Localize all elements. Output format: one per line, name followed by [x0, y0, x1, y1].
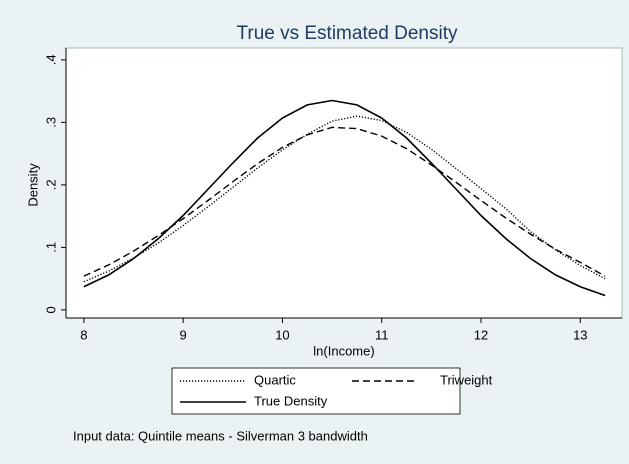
note: Input data: Quintile means - Silverman 3… — [73, 428, 368, 443]
y-tick-label: .2 — [43, 179, 58, 190]
chart-title: True vs Estimated Density — [236, 23, 458, 44]
x-axis-label: ln(Income) — [313, 343, 374, 358]
legend-box — [171, 367, 461, 415]
y-tick-label: .3 — [43, 117, 58, 128]
x-tick-label: 13 — [573, 327, 587, 342]
x-tick-label: 11 — [375, 327, 389, 342]
series-line — [83, 99, 606, 297]
x-tick-label: 12 — [474, 327, 488, 342]
x-tick-label: 8 — [80, 327, 87, 342]
legend-label: Triweight — [440, 372, 493, 387]
legend-label: True Density — [254, 393, 328, 408]
x-tick-label: 10 — [275, 327, 289, 342]
y-tick-label: .4 — [43, 54, 58, 65]
x-tick-label: 9 — [180, 327, 187, 342]
series-line — [83, 115, 606, 283]
plot-area — [65, 47, 623, 319]
legend-label: Quartic — [254, 372, 296, 387]
y-axis-label: Density — [25, 163, 40, 207]
y-tick-label: 0 — [43, 306, 58, 313]
y-tick-label: .1 — [43, 242, 58, 253]
